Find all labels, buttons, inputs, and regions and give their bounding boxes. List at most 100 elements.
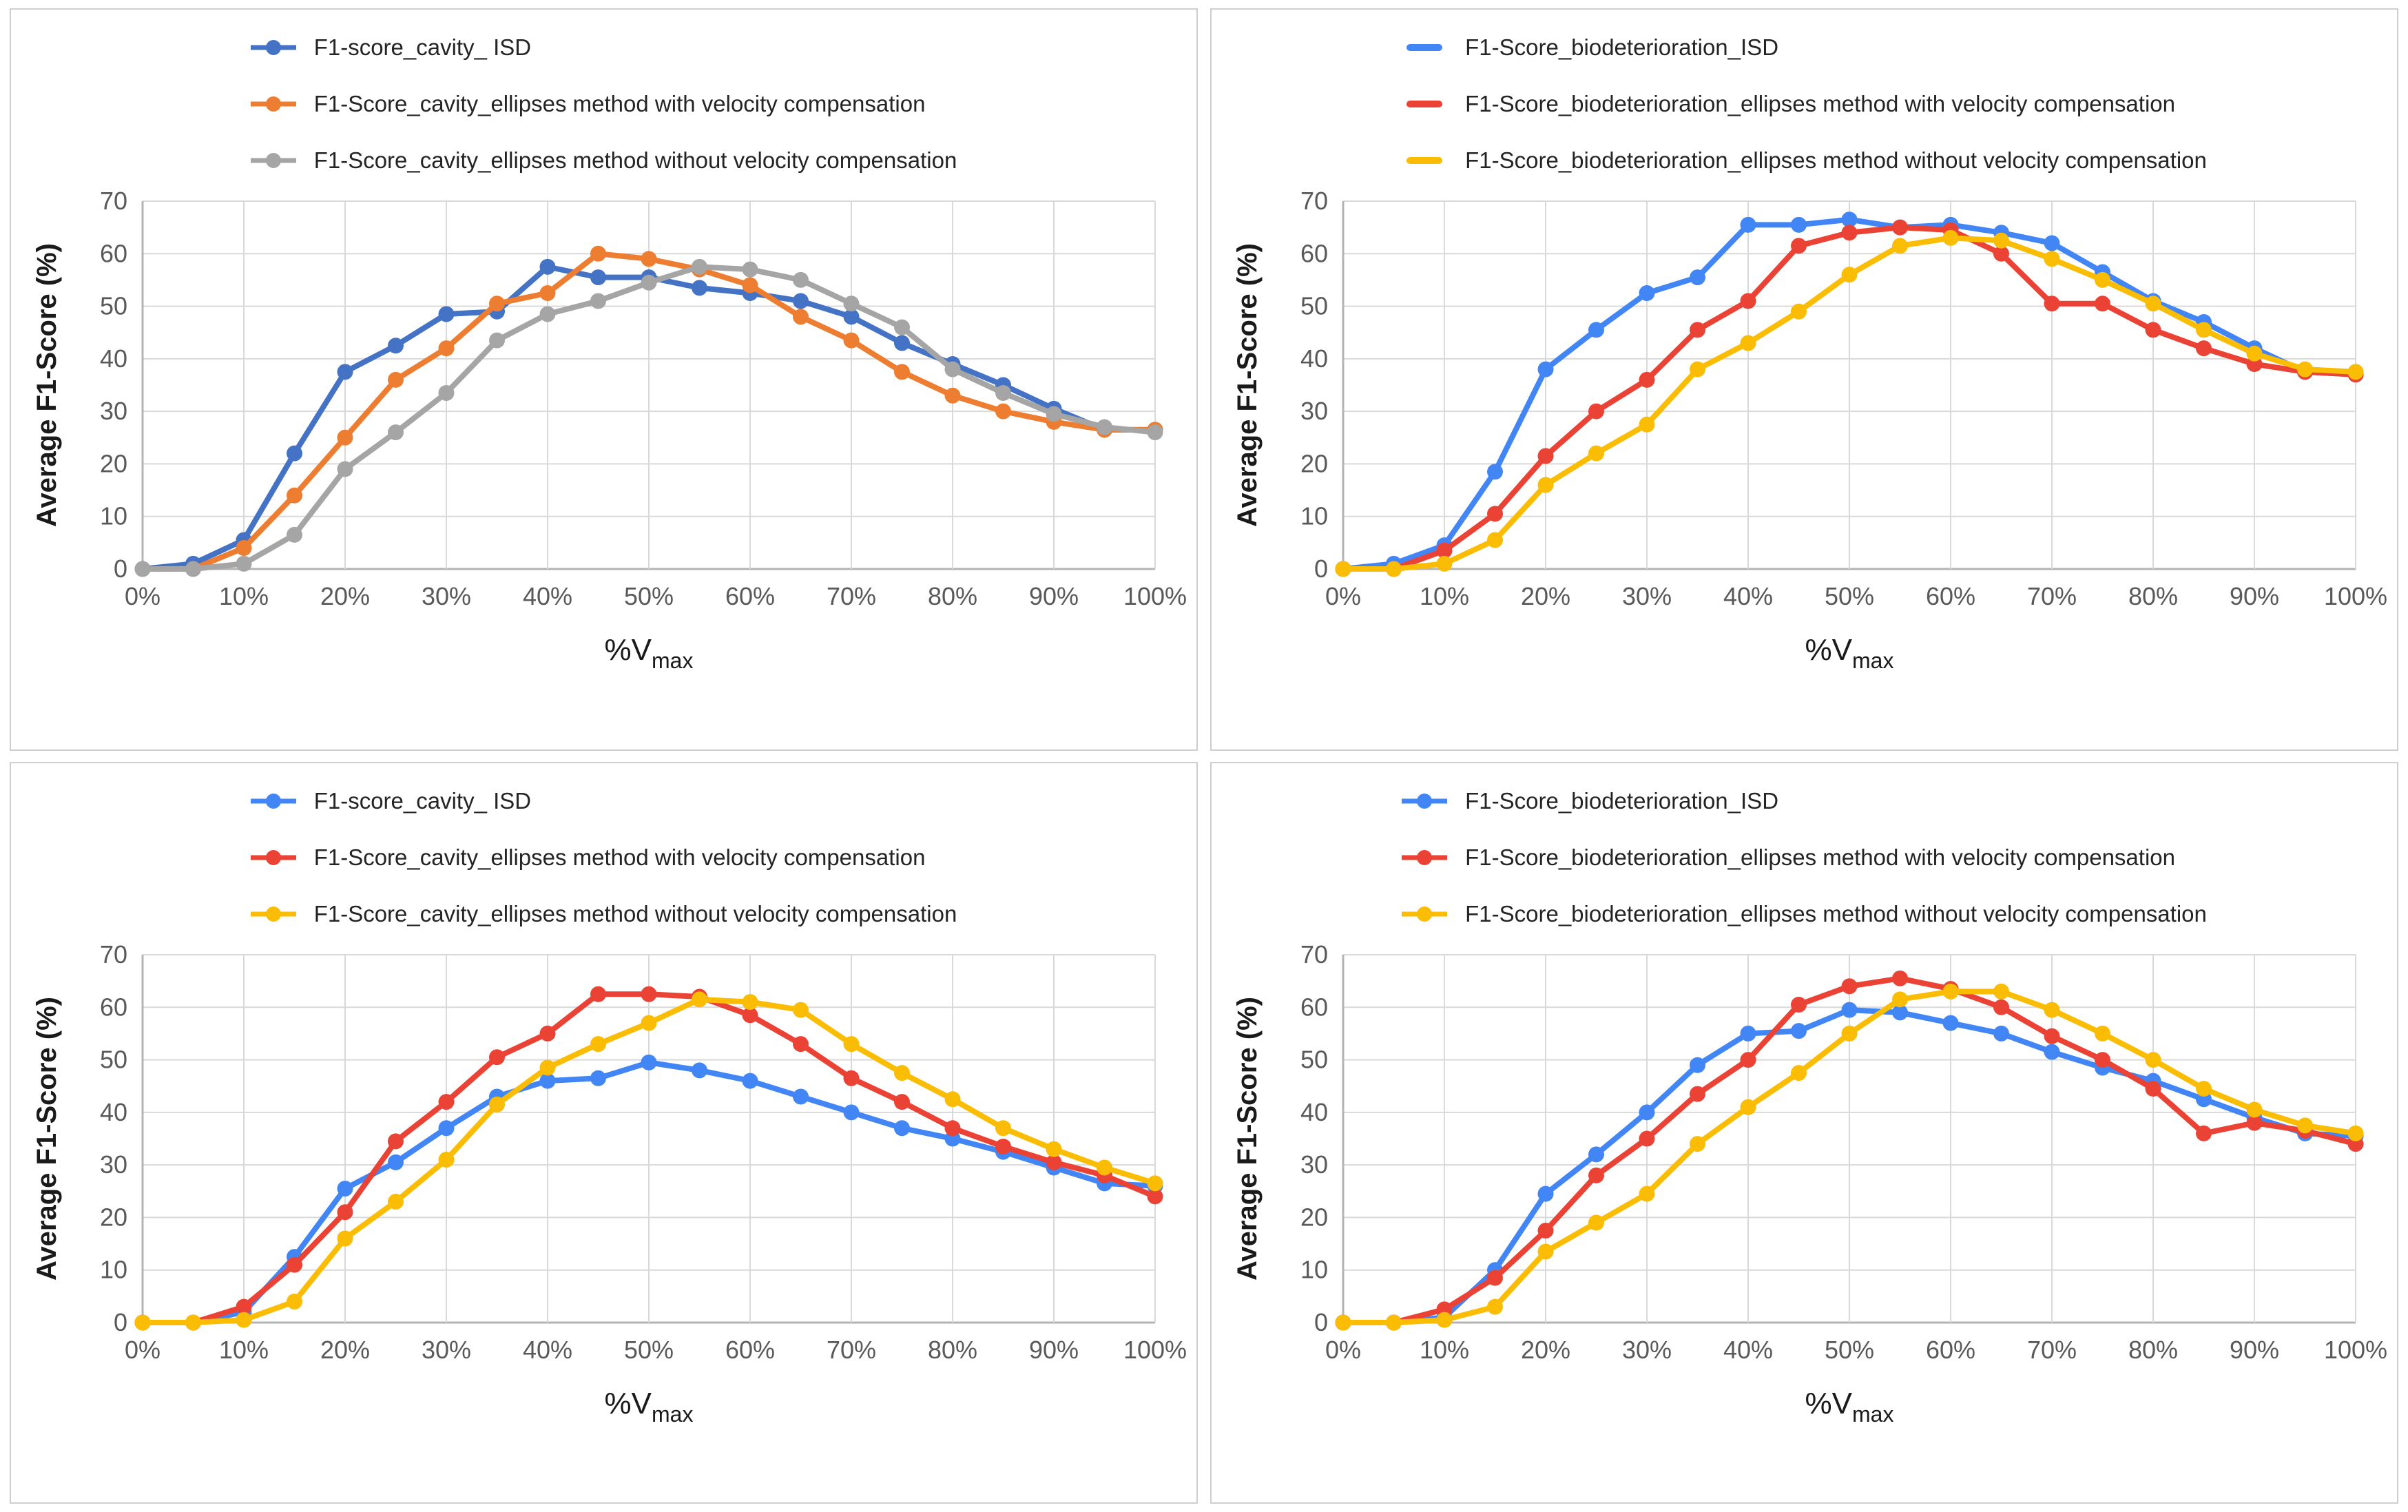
y-tick-label: 70 (100, 940, 127, 969)
y-axis-title: Average F1-Score (%) (1232, 243, 1263, 527)
legend-item: F1-Score_biodeterioration_ISD (1402, 788, 2207, 814)
x-axis-ticks: 0% 10% 20% 30% 40% 50% 60% 70% 80% 90% 100% (1325, 1336, 2387, 1364)
legend: F1-score_cavity_ ISD F1-Score_cavity_elli… (250, 34, 957, 174)
x-tick-label: 80% (2128, 582, 2178, 610)
y-tick-label: 60 (1300, 239, 1328, 267)
x-tick-label: 20% (1521, 1336, 1570, 1364)
legend-item: F1-Score_cavity_ellipses method with vel… (250, 91, 957, 117)
legend-series-marker-icon (1407, 44, 1443, 51)
legend-item: F1-Score_biodeterioration_ellipses metho… (1402, 147, 2207, 174)
x-tick-label: 40% (1723, 582, 1773, 610)
y-tick-label: 70 (1300, 940, 1328, 969)
x-tick-label: 90% (2230, 1336, 2279, 1364)
y-tick-label: 40 (1300, 1097, 1328, 1126)
x-tick-label: 90% (1029, 582, 1079, 610)
line-chart: 0 10 20 30 40 50 60 70 0% 10% 20% 30% 40% 50% 60% 70% 80… (1232, 187, 2387, 673)
x-tick-label: 80% (928, 582, 977, 610)
x-tick-label: 100% (2324, 1336, 2387, 1364)
legend-series-label: F1-score_cavity_ ISD (313, 34, 532, 60)
legend-series-marker-icon (250, 40, 296, 55)
legend-item: F1-Score_biodeterioration_ISD (1402, 34, 2207, 61)
legend: F1-Score_biodeterioration_ISD F1-Score_bi… (1402, 788, 2207, 927)
y-tick-label: 70 (100, 187, 127, 215)
legend: F1-Score_biodeterioration_ISD F1-Score_bi… (1402, 34, 2207, 174)
legend-series-label: F1-Score_biodeterioration_ISD (1465, 787, 1779, 814)
legend-series-marker-icon (250, 793, 296, 809)
legend-series-marker-icon (250, 906, 296, 922)
legend-item: F1-Score_cavity_ellipses method with vel… (250, 844, 957, 871)
x-tick-label: 20% (1521, 582, 1570, 610)
x-tick-label: 100% (1123, 1336, 1187, 1364)
chart: 0 10 20 30 40 50 60 70 0% 10% 20% 30% 40% 50% 60% 70% 80… (20, 940, 1187, 1448)
y-tick-label: 10 (100, 502, 127, 530)
y-axis-ticks: 0 10 20 30 40 50 60 70 (1300, 187, 1328, 583)
x-tick-label: 10% (1420, 582, 1469, 610)
legend-series-marker-icon (250, 849, 296, 865)
y-tick-label: 10 (1300, 1255, 1328, 1283)
y-axis-ticks: 0 10 20 30 40 50 60 70 (100, 187, 127, 583)
legend-series-marker-icon (1407, 157, 1443, 164)
y-tick-label: 50 (1300, 292, 1328, 320)
legend-series-label: F1-Score_biodeterioration_ellipses metho… (1465, 900, 2207, 926)
legend-series-label: F1-Score_cavity_ellipses method with vel… (313, 844, 926, 870)
x-tick-label: 90% (1029, 1336, 1079, 1364)
legend-series-label: F1-Score_biodeterioration_ISD (1465, 34, 1779, 60)
y-tick-label: 30 (1300, 397, 1328, 425)
legend-series-marker-icon (1407, 101, 1443, 107)
x-tick-label: 50% (1825, 1336, 1874, 1364)
x-tick-label: 60% (1926, 582, 1975, 610)
x-axis-title: %Vmax (1805, 633, 1894, 673)
legend-series-marker-icon (250, 153, 296, 168)
legend-series-marker-icon (1402, 793, 1448, 809)
x-tick-label: 60% (725, 582, 775, 610)
x-tick-label: 80% (928, 1336, 977, 1364)
y-tick-label: 70 (1300, 187, 1328, 215)
x-tick-label: 0% (125, 582, 160, 610)
series-2 (1335, 983, 2364, 1330)
y-tick-label: 60 (100, 239, 127, 267)
y-tick-label: 10 (100, 1255, 127, 1283)
x-tick-label: 10% (1420, 1336, 1469, 1364)
legend-item: F1-Score_biodeterioration_ellipses metho… (1402, 845, 2207, 871)
x-axis-title: %Vmax (1805, 1387, 1894, 1427)
x-tick-label: 100% (1123, 582, 1187, 610)
x-tick-label: 50% (624, 582, 674, 610)
x-tick-label: 70% (827, 582, 876, 610)
legend-series-marker-icon (1402, 906, 1448, 922)
x-tick-label: 30% (1622, 1336, 1672, 1364)
x-axis-ticks: 0% 10% 20% 30% 40% 50% 60% 70% 80% 90% 100% (125, 1336, 1187, 1364)
legend-series-label: F1-score_cavity_ ISD (313, 787, 532, 814)
series-2 (134, 258, 1163, 577)
legend-series-label: F1-Score_biodeterioration_ellipses metho… (1465, 147, 2207, 173)
x-tick-label: 70% (2027, 1336, 2077, 1364)
chart-panel-bottom-left: F1-score_cavity_ ISD F1-Score_cavity_elli… (10, 761, 1198, 1504)
series-2 (134, 991, 1163, 1330)
legend-series-label: F1-Score_cavity_ellipses method with vel… (313, 91, 926, 116)
x-tick-label: 40% (523, 1336, 572, 1364)
x-axis-ticks: 0% 10% 20% 30% 40% 50% 60% 70% 80% 90% 100% (1325, 582, 2387, 610)
y-tick-label: 40 (1300, 344, 1328, 373)
line-chart: 0 10 20 30 40 50 60 70 0% 10% 20% 30% 40% 50% 60% 70% 80… (1232, 940, 2387, 1427)
y-tick-label: 0 (1314, 1308, 1328, 1336)
line-chart: 0 10 20 30 40 50 60 70 0% 10% 20% 30% 40% 50% 60% 70% 80… (32, 187, 1187, 673)
y-tick-label: 30 (100, 1150, 127, 1179)
y-axis-title: Average F1-Score (%) (32, 243, 62, 527)
legend-item: F1-Score_biodeterioration_ellipses metho… (1402, 91, 2207, 117)
legend-series-label: F1-Score_biodeterioration_ellipses metho… (1465, 844, 2175, 870)
y-tick-label: 10 (1300, 502, 1328, 530)
x-tick-label: 0% (125, 1336, 160, 1364)
x-tick-label: 40% (523, 582, 572, 610)
y-tick-label: 60 (1300, 993, 1328, 1021)
x-tick-label: 30% (422, 1336, 471, 1364)
x-tick-label: 20% (320, 1336, 370, 1364)
x-tick-label: 100% (2324, 582, 2387, 610)
legend-item: F1-Score_cavity_ellipses method without … (250, 901, 957, 927)
legend: F1-score_cavity_ ISD F1-Score_cavity_elli… (250, 787, 957, 927)
y-tick-label: 60 (100, 993, 127, 1021)
x-tick-label: 10% (219, 1336, 269, 1364)
chart: 0 10 20 30 40 50 60 70 0% 10% 20% 30% 40% 50% 60% 70% 80… (20, 186, 1187, 694)
legend-item: F1-score_cavity_ ISD (250, 34, 957, 61)
legend-item: F1-Score_biodeterioration_ellipses metho… (1402, 901, 2207, 927)
x-tick-label: 80% (2128, 1336, 2178, 1364)
y-axis-title: Average F1-Score (%) (32, 997, 62, 1281)
